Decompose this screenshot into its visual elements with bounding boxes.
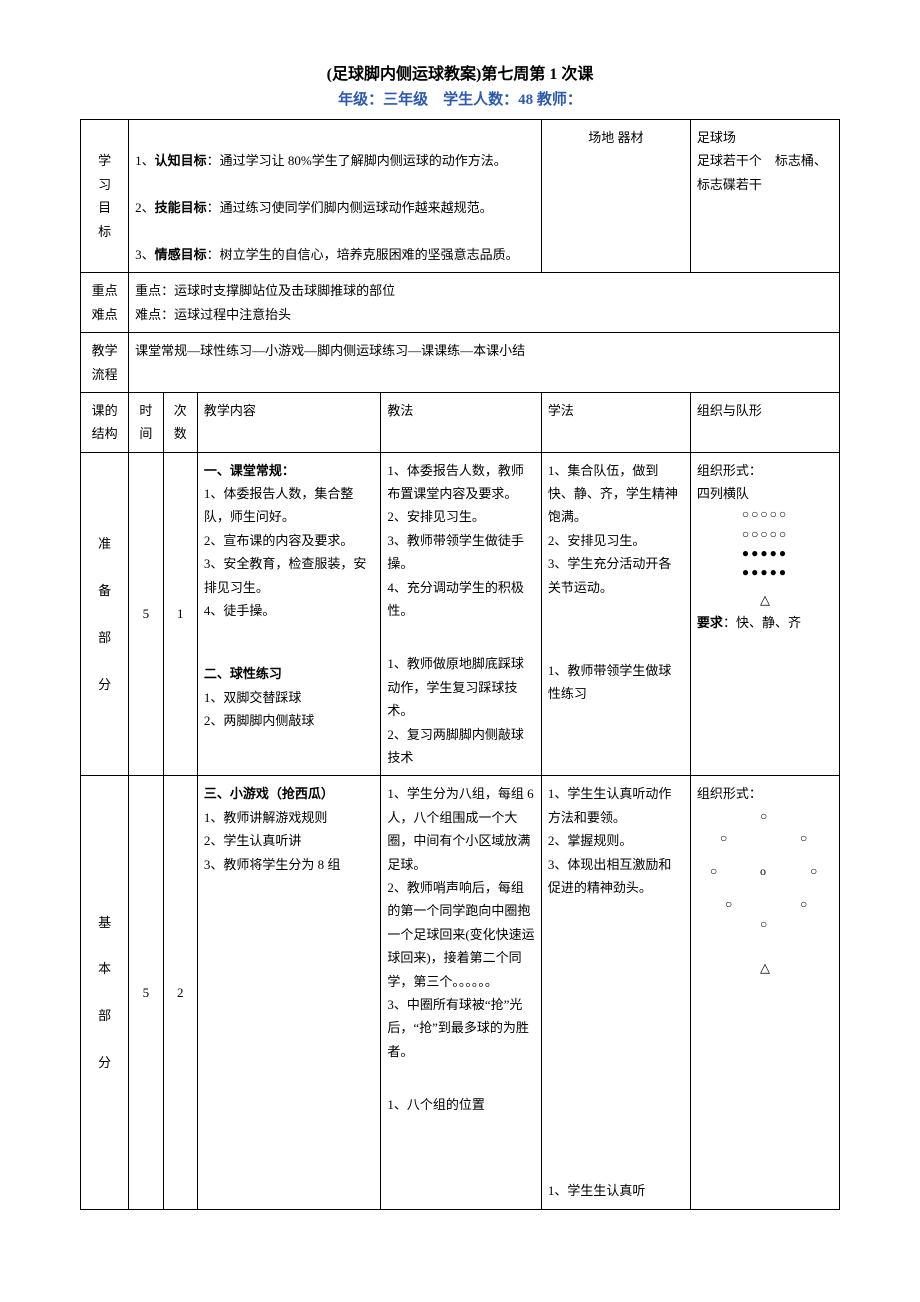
prep-times: 1 xyxy=(163,452,197,776)
title-line-2: 年级：三年级 学生人数：48 教师： xyxy=(80,88,840,109)
obj-line-2: 2、技能目标：通过练习使同学们脚内侧运球动作越来越规范。 xyxy=(135,200,493,215)
prep-form-req: 要求：快、静、齐 xyxy=(697,611,833,634)
formation-row-1: ○○○○○ xyxy=(697,505,833,524)
basic-teach: 1、学生分为八组，每组 6 人，八个组围成一个大圈，中间有个小区域放满足球。 2… xyxy=(381,776,542,1209)
content-flow: 课堂常规—球性练习—小游戏—脚内侧运球练习—课课练—本课小结 xyxy=(129,333,840,393)
circle-node-1: ○ xyxy=(720,828,727,850)
prep-learn-a: 1、集合队伍，做到快、静、齐，学生精神饱满。 2、安排见习生。 3、学生充分活动… xyxy=(548,459,684,599)
circle-formation: ○○○○o○○○○ xyxy=(705,806,825,946)
hdr-times: 次 数 xyxy=(163,392,197,452)
content-objectives: 1、认知目标：通过学习让 80%学生了解脚内侧运球的动作方法。 2、技能目标：通… xyxy=(129,120,542,273)
prep-content-b: 二、球性练习 1、双脚交替踩球 2、两脚脚内侧敲球 xyxy=(204,662,374,732)
content-focus: 重点：运球时支撑脚站位及击球脚推球的部位 难点：运球过程中注意抬头 xyxy=(129,273,840,333)
label-focus: 重点 难点 xyxy=(81,273,129,333)
circle-node-7: ○ xyxy=(800,894,807,916)
formation-triangle: △ xyxy=(697,590,833,611)
hdr-learn: 学法 xyxy=(541,392,690,452)
formation-row-4: ●●●●● xyxy=(697,563,833,582)
row-prep: 准 备 部 分 5 1 一、课堂常规： 1、体委报告人数，集合整队，师生问好。 … xyxy=(81,452,840,776)
circle-node-2: ○ xyxy=(800,828,807,850)
lesson-plan-table: 学 习 目 标 1、认知目标：通过学习让 80%学生了解脚内侧运球的动作方法。 … xyxy=(80,119,840,1210)
circle-node-3: ○ xyxy=(710,861,717,883)
prep-learn-b: 1、教师带领学生做球性练习 xyxy=(548,659,684,706)
row-focus: 重点 难点 重点：运球时支撑脚站位及击球脚推球的部位 难点：运球过程中注意抬头 xyxy=(81,273,840,333)
formation-row-3: ●●●●● xyxy=(697,544,833,563)
prep-formation: 组织形式： 四列横队 ○○○○○ ○○○○○ ●●●●● ●●●●● △ 要求：… xyxy=(690,452,839,776)
prep-learn: 1、集合队伍，做到快、静、齐，学生精神饱满。 2、安排见习生。 3、学生充分活动… xyxy=(541,452,690,776)
label-objectives: 学 习 目 标 xyxy=(81,120,129,273)
prep-teach: 1、体委报告人数，教师布置课堂内容及要求。 2、安排见习生。 3、教师带领学生做… xyxy=(381,452,542,776)
row-flow: 教学 流程 课堂常规—球性练习—小游戏—脚内侧运球练习—课课练—本课小结 xyxy=(81,333,840,393)
circle-node-6: ○ xyxy=(725,894,732,916)
basic-form-label: 组织形式： xyxy=(697,782,833,805)
circle-node-5: ○ xyxy=(810,861,817,883)
obj-line-3: 3、情感目标：树立学生的自信心，培养克服困难的坚强意志品质。 xyxy=(135,247,519,262)
label-flow: 教学 流程 xyxy=(81,333,129,393)
basic-time: 5 xyxy=(129,776,163,1209)
basic-times: 2 xyxy=(163,776,197,1209)
label-venue: 场地 器材 xyxy=(541,120,690,273)
title-line-1: (足球脚内侧运球教案)第七周第 1 次课 xyxy=(80,60,840,84)
label-prep: 准 备 部 分 xyxy=(81,452,129,776)
basic-formation: 组织形式： ○○○○o○○○○ △ xyxy=(690,776,839,1209)
hdr-content: 教学内容 xyxy=(197,392,380,452)
label-basic: 基 本 部 分 xyxy=(81,776,129,1209)
circle-node-4: o xyxy=(760,861,766,883)
row-headers: 课的 结构 时 间 次 数 教学内容 教法 学法 组织与队形 xyxy=(81,392,840,452)
prep-form-label: 组织形式： 四列横队 xyxy=(697,459,833,506)
prep-content: 一、课堂常规： 1、体委报告人数，集合整队，师生问好。 2、宣布课的内容及要求。… xyxy=(197,452,380,776)
hdr-time: 时 间 xyxy=(129,392,163,452)
circle-node-0: ○ xyxy=(760,806,767,828)
circle-node-8: ○ xyxy=(760,914,767,936)
basic-learn-main: 1、学生生认真听动作方法和要领。 2、掌握规则。 3、体现出相互激励和促进的精神… xyxy=(548,782,684,899)
formation-row-2: ○○○○○ xyxy=(697,525,833,544)
hdr-formation: 组织与队形 xyxy=(690,392,839,452)
row-objectives: 学 习 目 标 1、认知目标：通过学习让 80%学生了解脚内侧运球的动作方法。 … xyxy=(81,120,840,273)
hdr-structure: 课的 结构 xyxy=(81,392,129,452)
basic-teach-tail: 1、八个组的位置 xyxy=(387,1093,535,1116)
prep-teach-a: 1、体委报告人数，教师布置课堂内容及要求。 2、安排见习生。 3、教师带领学生做… xyxy=(387,459,535,623)
prep-content-a-title: 一、课堂常规： xyxy=(204,463,295,478)
basic-learn: 1、学生生认真听动作方法和要领。 2、掌握规则。 3、体现出相互激励和促进的精神… xyxy=(541,776,690,1209)
basic-content: 三、小游戏（抢西瓜） 1、教师讲解游戏规则 2、学生认真听讲 3、教师将学生分为… xyxy=(197,776,380,1209)
hdr-teach: 教法 xyxy=(381,392,542,452)
prep-time: 5 xyxy=(129,452,163,776)
content-venue: 足球场 足球若干个 标志桶、标志碟若干 xyxy=(690,120,839,273)
basic-teach-main: 1、学生分为八组，每组 6 人，八个组围成一个大圈，中间有个小区域放满足球。 2… xyxy=(387,782,535,1063)
obj-line-1: 1、认知目标：通过学习让 80%学生了解脚内侧运球的动作方法。 xyxy=(135,153,507,168)
row-basic: 基 本 部 分 5 2 三、小游戏（抢西瓜） 1、教师讲解游戏规则 2、学生认真… xyxy=(81,776,840,1209)
prep-teach-b: 1、教师做原地脚底踩球动作，学生复习踩球技术。 2、复习两脚脚内侧敲球技术 xyxy=(387,652,535,769)
basic-learn-tail: 1、学生生认真听 xyxy=(548,1179,684,1202)
basic-form-triangle: △ xyxy=(697,956,833,979)
